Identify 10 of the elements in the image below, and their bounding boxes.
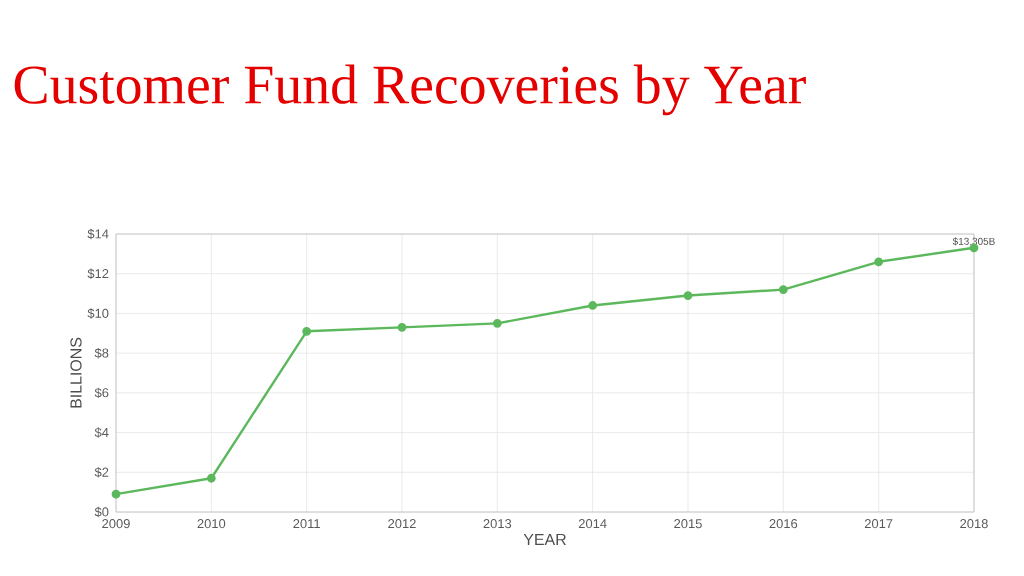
chart-title: Customer Fund Recoveries by Year <box>14 64 806 116</box>
point <box>397 322 407 332</box>
point <box>492 318 502 328</box>
point <box>111 489 121 499</box>
point <box>874 257 884 267</box>
point <box>206 473 216 483</box>
point <box>778 285 788 294</box>
point <box>302 326 312 336</box>
point <box>588 301 598 310</box>
point <box>683 291 693 300</box>
